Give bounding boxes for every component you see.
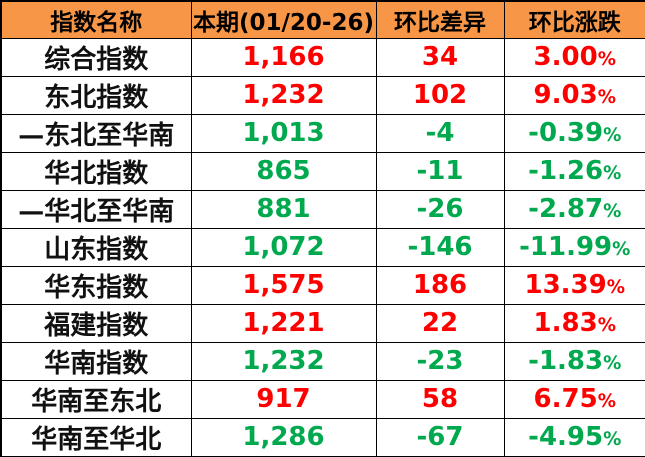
col-header-mom-change: 环比涨跌	[503, 0, 645, 39]
pct-change-cell: -2.87%	[503, 189, 645, 229]
index-name-cell: 华东指数	[0, 265, 192, 305]
current-value-cell: 1,232	[190, 341, 377, 381]
pct-number: -4.95	[528, 422, 604, 452]
index-name-cell: 华南至华北	[0, 417, 192, 457]
index-name-cell: 华南指数	[0, 341, 192, 381]
pct-number: 1.83	[533, 308, 598, 338]
table-row: 福建指数 1,221 22 1.83%	[0, 303, 645, 343]
current-value-cell: 1,166	[190, 37, 377, 77]
index-name-cell: —华北至华南	[0, 189, 192, 229]
pct-number: 9.03	[533, 80, 598, 110]
index-name-cell: —东北至华南	[0, 113, 192, 153]
current-value-cell: 1,575	[190, 265, 377, 305]
index-name-cell: 综合指数	[0, 37, 192, 77]
table-row: 华南指数 1,232 -23 -1.83%	[0, 341, 645, 381]
pct-number: -1.26	[528, 156, 604, 186]
pct-change-cell: 9.03%	[503, 75, 645, 115]
pct-number: 3.00	[533, 42, 598, 72]
table-row: 华东指数 1,575 186 13.39%	[0, 265, 645, 305]
pct-number: 6.75	[533, 384, 598, 414]
pct-change-cell: -1.83%	[503, 341, 645, 381]
pct-change-cell: -0.39%	[503, 113, 645, 153]
current-value-cell: 881	[190, 189, 377, 229]
pct-change-cell: 6.75%	[503, 379, 645, 419]
table-row: 综合指数 1,166 34 3.00%	[0, 37, 645, 77]
diff-value-cell: -4	[375, 113, 505, 153]
current-value-cell: 1,286	[190, 417, 377, 457]
pct-change-cell: 3.00%	[503, 37, 645, 77]
diff-value-cell: -146	[375, 227, 505, 267]
pct-change-cell: -1.26%	[503, 151, 645, 191]
col-header-current-period: 本期(01/20-26)	[190, 0, 377, 39]
pct-number: -2.87	[528, 194, 604, 224]
pct-number: -1.83	[528, 346, 604, 376]
diff-value-cell: 102	[375, 75, 505, 115]
table-row: 东北指数 1,232 102 9.03%	[0, 75, 645, 115]
pct-number: 13.39	[524, 270, 607, 300]
diff-value-cell: 34	[375, 37, 505, 77]
percent-sign: %	[597, 315, 616, 336]
table-row: —华北至华南 881 -26 -2.87%	[0, 189, 645, 229]
table-row: 华南至华北 1,286 -67 -4.95%	[0, 417, 645, 457]
percent-sign: %	[612, 239, 631, 260]
pct-number: -11.99	[519, 232, 613, 262]
table-row: 华南至东北 917 58 6.75%	[0, 379, 645, 419]
index-name-cell: 福建指数	[0, 303, 192, 343]
pct-change-cell: -11.99%	[503, 227, 645, 267]
diff-value-cell: -67	[375, 417, 505, 457]
pct-change-cell: 13.39%	[503, 265, 645, 305]
table-row: 华北指数 865 -11 -1.26%	[0, 151, 645, 191]
index-name-cell: 华南至东北	[0, 379, 192, 419]
percent-sign: %	[597, 391, 616, 412]
current-value-cell: 865	[190, 151, 377, 191]
percent-sign: %	[603, 429, 622, 450]
current-value-cell: 1,013	[190, 113, 377, 153]
index-name-cell: 山东指数	[0, 227, 192, 267]
diff-value-cell: 22	[375, 303, 505, 343]
current-value-cell: 917	[190, 379, 377, 419]
diff-value-cell: -23	[375, 341, 505, 381]
col-header-mom-diff: 环比差异	[375, 0, 505, 39]
current-value-cell: 1,221	[190, 303, 377, 343]
diff-value-cell: -11	[375, 151, 505, 191]
table-body: 综合指数 1,166 34 3.00% 东北指数 1,232 102 9.03%…	[0, 37, 645, 457]
diff-value-cell: 58	[375, 379, 505, 419]
percent-sign: %	[597, 49, 616, 70]
diff-value-cell: -26	[375, 189, 505, 229]
col-header-index-name: 指数名称	[0, 0, 192, 39]
diff-value-cell: 186	[375, 265, 505, 305]
current-value-cell: 1,072	[190, 227, 377, 267]
pct-change-cell: 1.83%	[503, 303, 645, 343]
table-header: 指数名称 本期(01/20-26) 环比差异 环比涨跌	[0, 0, 645, 39]
percent-sign: %	[603, 125, 622, 146]
percent-sign: %	[597, 87, 616, 108]
percent-sign: %	[603, 353, 622, 374]
current-value-cell: 1,232	[190, 75, 377, 115]
percent-sign: %	[603, 201, 622, 222]
percent-sign: %	[603, 163, 622, 184]
header-row: 指数名称 本期(01/20-26) 环比差异 环比涨跌	[0, 0, 645, 39]
index-name-cell: 华北指数	[0, 151, 192, 191]
table-row: 山东指数 1,072 -146 -11.99%	[0, 227, 645, 267]
percent-sign: %	[606, 277, 625, 298]
pct-number: -0.39	[528, 118, 604, 148]
index-name-cell: 东北指数	[0, 75, 192, 115]
table-row: —东北至华南 1,013 -4 -0.39%	[0, 113, 645, 153]
pct-change-cell: -4.95%	[503, 417, 645, 457]
